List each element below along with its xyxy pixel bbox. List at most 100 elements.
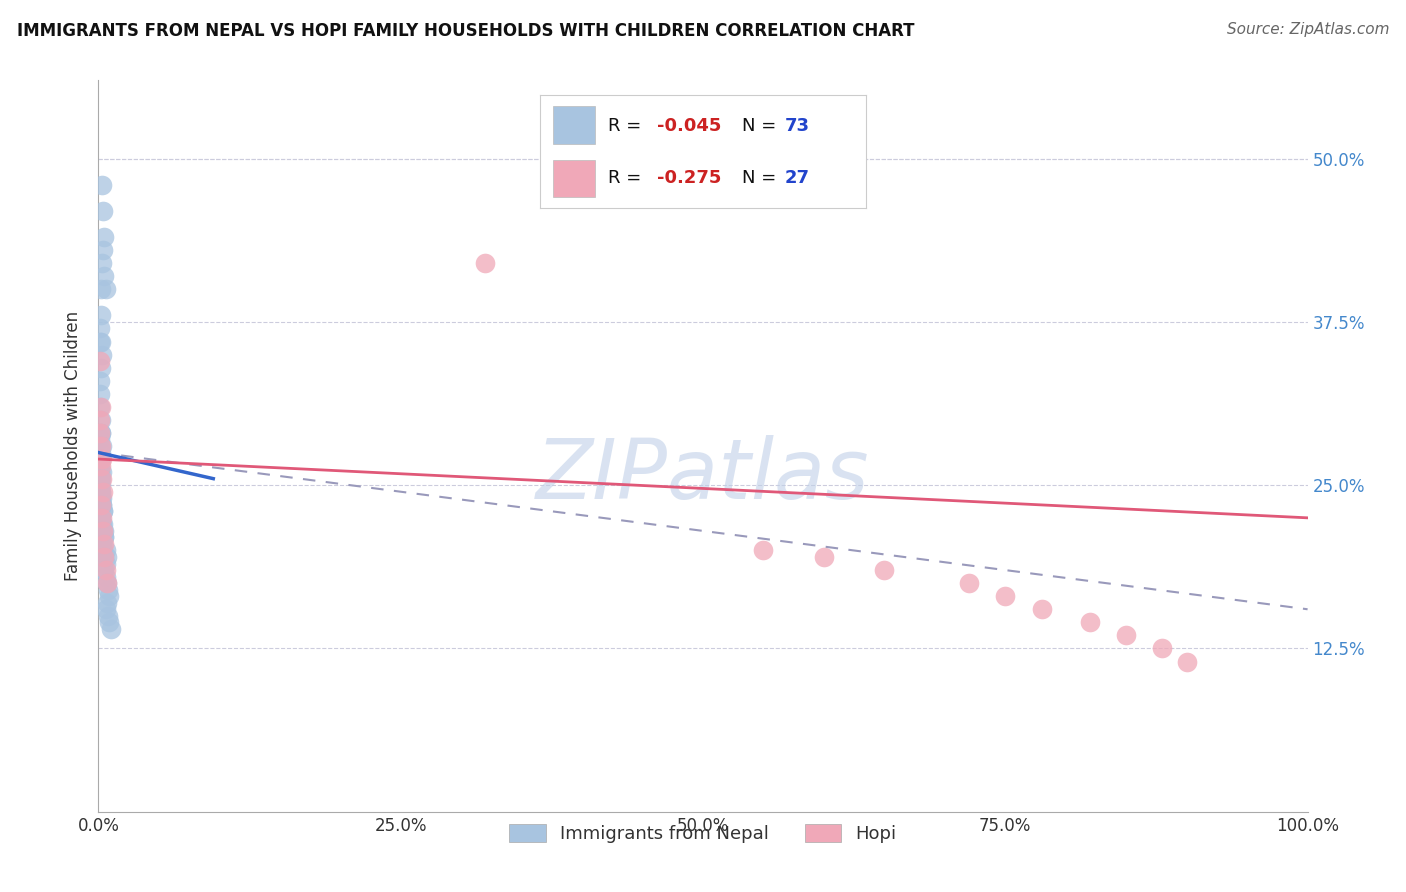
Legend: Immigrants from Nepal, Hopi: Immigrants from Nepal, Hopi (502, 816, 904, 850)
Point (90, 458, 112, 473)
Y-axis label: Family Households with Children: Family Households with Children (65, 311, 83, 581)
Point (91, 439, 114, 453)
Point (89, 465, 111, 479)
Point (873, 563, 896, 577)
Point (89, 511, 111, 525)
Point (90, 413, 112, 427)
Point (94, 602, 117, 616)
Point (89, 478, 111, 492)
Point (90, 309, 112, 323)
Point (90, 498, 112, 512)
Point (94, 282, 117, 296)
Point (91, 524, 114, 538)
Point (93, 530, 115, 544)
Point (90, 400, 112, 414)
Point (94, 557, 117, 571)
Point (89, 458, 111, 473)
Point (89, 400, 111, 414)
Point (91, 256, 114, 270)
Point (91, 465, 114, 479)
Point (90, 517, 112, 532)
Point (89, 334, 111, 349)
Point (97, 582, 120, 597)
Point (94, 569, 117, 583)
Point (91, 491, 114, 506)
Point (89, 504, 111, 518)
Point (90, 452, 112, 467)
Point (91, 178, 114, 192)
Point (93, 563, 115, 577)
Point (96, 576, 118, 591)
Point (93, 230, 115, 244)
Point (96, 549, 118, 564)
Point (91, 472, 114, 486)
Point (90, 472, 112, 486)
Point (91, 537, 114, 551)
Point (89, 425, 111, 440)
Point (91, 348, 114, 362)
Point (91, 504, 114, 518)
Point (90, 445, 112, 459)
Point (98, 615, 121, 630)
Point (93, 537, 115, 551)
Point (91, 504, 114, 518)
Point (90, 282, 112, 296)
Point (91, 517, 114, 532)
Point (91, 452, 114, 467)
Point (91, 243, 114, 257)
Point (89, 472, 111, 486)
Point (89, 472, 111, 486)
Point (89, 374, 111, 388)
Point (94, 563, 117, 577)
Point (90, 484, 112, 499)
Point (1115, 628, 1137, 642)
Point (1152, 641, 1174, 656)
Point (91, 498, 114, 512)
Point (89, 321, 111, 335)
Point (90, 491, 112, 506)
Point (98, 589, 121, 603)
Point (89, 354, 111, 368)
Point (89, 386, 111, 401)
Point (90, 478, 112, 492)
Point (1175, 655, 1198, 669)
Point (90, 360, 112, 375)
Point (89, 452, 111, 467)
Point (96, 596, 118, 610)
Text: ZIPatlas: ZIPatlas (536, 434, 870, 516)
Text: IMMIGRANTS FROM NEPAL VS HOPI FAMILY HOUSEHOLDS WITH CHILDREN CORRELATION CHART: IMMIGRANTS FROM NEPAL VS HOPI FAMILY HOU… (17, 22, 914, 40)
Point (957, 576, 980, 591)
Point (100, 622, 122, 636)
Point (91, 484, 114, 499)
Text: Source: ZipAtlas.com: Source: ZipAtlas.com (1226, 22, 1389, 37)
Point (474, 256, 496, 270)
Point (89, 465, 111, 479)
Point (90, 439, 112, 453)
Point (91, 524, 114, 538)
Point (91, 203, 114, 218)
Point (93, 524, 115, 538)
Point (1031, 602, 1053, 616)
Point (90, 484, 112, 499)
Point (90, 511, 112, 525)
Point (91, 543, 114, 558)
Point (91, 498, 114, 512)
Point (93, 549, 115, 564)
Point (97, 608, 120, 623)
Point (90, 425, 112, 440)
Point (90, 334, 112, 349)
Point (93, 549, 115, 564)
Point (994, 589, 1017, 603)
Point (89, 491, 111, 506)
Point (90, 425, 112, 440)
Point (752, 543, 775, 558)
Point (89, 413, 111, 427)
Point (89, 484, 111, 499)
Point (1078, 615, 1101, 630)
Point (91, 517, 114, 532)
Point (813, 549, 835, 564)
Point (94, 543, 117, 558)
Point (93, 530, 115, 544)
Point (93, 269, 115, 284)
Point (89, 433, 111, 447)
